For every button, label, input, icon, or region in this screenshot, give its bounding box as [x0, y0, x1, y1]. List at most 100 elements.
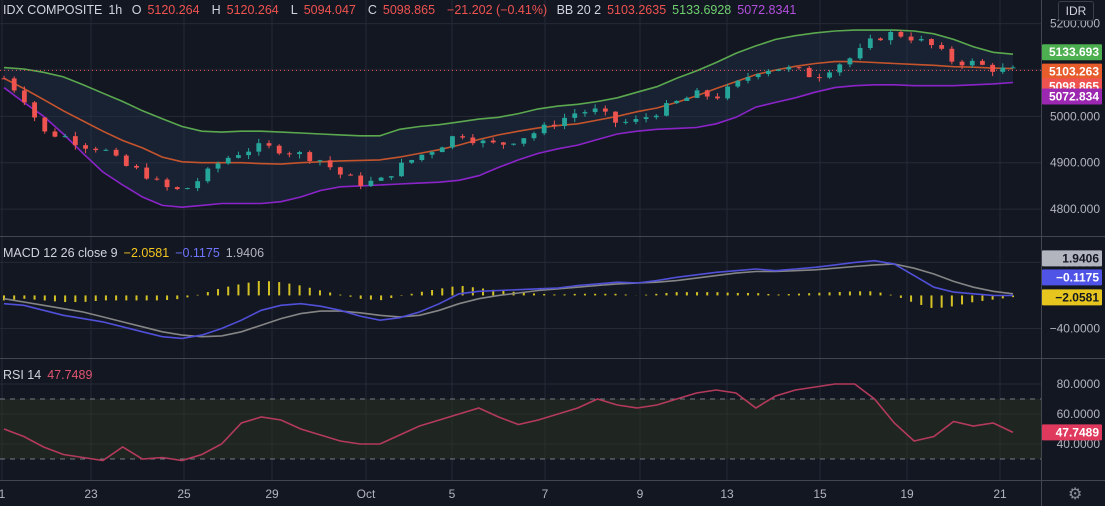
upper-band-tag: 5133.693: [1042, 44, 1102, 61]
candle-body: [327, 160, 333, 168]
candle: [1000, 63, 1006, 74]
y-tick-label: 60.0000: [1057, 407, 1101, 421]
hist-tag-text: −2.0581: [1055, 290, 1099, 304]
bb-upper-value: 5133.6928: [672, 3, 732, 17]
candle-body: [990, 64, 996, 72]
candle: [867, 34, 873, 50]
candle: [602, 105, 608, 116]
candle-body: [511, 143, 516, 145]
settings-gear-icon[interactable]: ⚙: [1068, 486, 1083, 503]
candle-body: [72, 136, 78, 146]
candle: [164, 177, 170, 191]
candle-body: [908, 36, 914, 41]
candle: [429, 150, 435, 159]
candle-body: [286, 153, 292, 155]
macd-label[interactable]: MACD 12 26 close 9: [3, 246, 118, 260]
basis-tag-text: 5103.263: [1049, 65, 1099, 79]
candle-body: [134, 165, 139, 168]
candle-body: [745, 77, 751, 81]
candle: [123, 154, 129, 167]
candle: [633, 115, 639, 125]
candle-body: [867, 38, 873, 49]
high-value: 5120.264: [226, 3, 279, 17]
candle: [837, 63, 843, 76]
x-tick-label: 25: [177, 487, 191, 501]
x-tick-label: 19: [900, 487, 914, 501]
candle-body: [236, 155, 241, 158]
x-tick-label: 15: [813, 487, 827, 501]
bb-label[interactable]: BB 20 2: [556, 3, 602, 17]
candle-body: [664, 103, 669, 116]
candle-body: [358, 175, 364, 186]
candle-body: [490, 140, 496, 143]
macd-tag-text: −0.1175: [1056, 270, 1099, 284]
candle: [337, 166, 343, 179]
candle: [786, 65, 792, 72]
candle: [898, 30, 904, 39]
candle: [205, 167, 211, 184]
x-tick-label: 5: [449, 487, 456, 501]
rsi-value: 47.7489: [47, 368, 93, 382]
candle: [378, 176, 384, 181]
bb-basis-line: [3, 60, 1014, 165]
candle: [541, 122, 547, 136]
candle: [348, 173, 353, 176]
x-tick-label: 13: [720, 487, 734, 501]
candle: [908, 32, 914, 44]
candle-body: [185, 188, 190, 190]
candle: [174, 186, 180, 191]
candle: [857, 43, 863, 61]
candle-body: [144, 167, 150, 179]
bb-basis-value: 5103.2635: [607, 3, 667, 17]
open-label: O: [131, 3, 142, 17]
candle-body: [735, 80, 741, 87]
candle-body: [541, 124, 547, 134]
low-value: 5094.047: [303, 3, 356, 17]
currency-button[interactable]: IDR: [1058, 1, 1094, 21]
y-tick-label: 5000.000: [1050, 109, 1100, 123]
candle-body: [857, 48, 863, 59]
rsi-tag-text: 47.7489: [1056, 425, 1100, 439]
candle: [827, 69, 832, 79]
candle-body: [623, 121, 629, 123]
candle-body: [388, 176, 394, 178]
candle: [816, 73, 822, 82]
candle-body: [470, 137, 476, 144]
candle: [450, 135, 455, 150]
candle: [939, 42, 945, 51]
candle: [990, 63, 996, 77]
candle-body: [674, 100, 680, 104]
candle: [643, 113, 649, 123]
candle-body: [725, 86, 731, 99]
y-tick-label: 40.0000: [1057, 437, 1101, 451]
candle: [83, 143, 88, 154]
candle: [653, 114, 659, 120]
candle-body: [643, 117, 649, 120]
y-tick-label: 4900.000: [1050, 156, 1100, 170]
candle: [327, 156, 333, 170]
candle: [929, 38, 934, 49]
candle: [52, 128, 58, 138]
lower-band-tag: 5072.834: [1042, 88, 1102, 105]
y-tick-label: 4800.000: [1050, 202, 1100, 216]
candle-body: [949, 48, 955, 62]
symbol-name[interactable]: IDX COMPOSITE: [3, 3, 103, 17]
candle-body: [337, 167, 343, 175]
rsi-label[interactable]: RSI 14: [3, 368, 42, 382]
candle-body: [368, 180, 374, 186]
candle: [664, 100, 669, 117]
candle: [388, 176, 394, 181]
candle: [470, 134, 476, 146]
candle: [276, 144, 282, 156]
candle: [735, 79, 741, 89]
candle: [480, 138, 486, 148]
candle: [21, 86, 27, 106]
candle: [715, 93, 720, 100]
candle-body: [521, 138, 527, 144]
candle: [755, 73, 761, 80]
low-label: L: [290, 3, 298, 17]
candle-body: [1, 78, 7, 80]
interval-label[interactable]: 1h: [108, 3, 123, 17]
candle: [256, 138, 262, 156]
